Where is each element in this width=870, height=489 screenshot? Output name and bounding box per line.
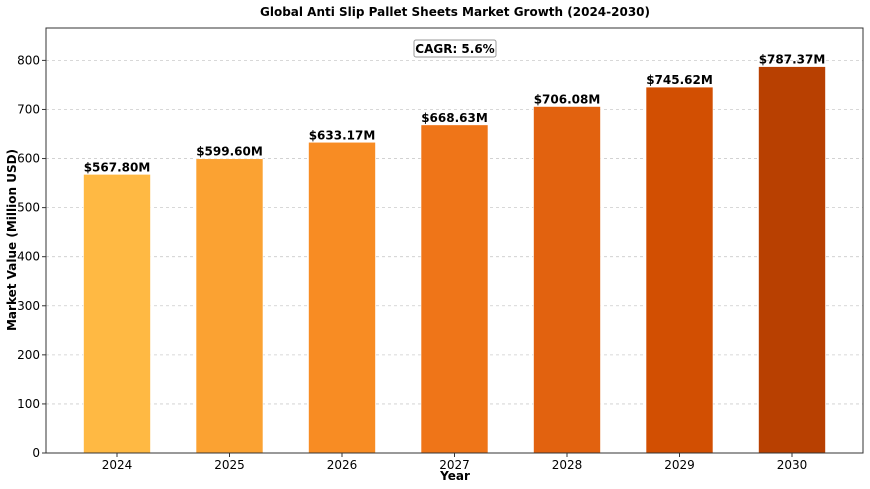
- y-tick-label: 700: [17, 102, 40, 116]
- y-axis: 0 100 200 300 400 500 600 700 800: [17, 53, 46, 460]
- y-tick-label: 100: [17, 397, 40, 411]
- y-tick-label: 500: [17, 201, 40, 215]
- data-labels: $567.80M $599.60M $633.17M $668.63M $706.08M…: [84, 53, 826, 175]
- x-tick-label: 2024: [102, 458, 133, 472]
- bar-2027: [420, 124, 489, 454]
- y-tick-label: 0: [32, 446, 40, 460]
- data-label-2028: $706.08M: [534, 92, 601, 106]
- chart-title: Global Anti Slip Pallet Sheets Market Gr…: [260, 5, 650, 19]
- x-axis: 2024 2025 2026 2027 2028 2029 2030: [102, 453, 808, 472]
- data-label-2029: $745.62M: [646, 73, 713, 87]
- x-tick-label: 2029: [664, 458, 695, 472]
- bar-2030: [758, 66, 826, 454]
- y-tick-label: 800: [17, 53, 40, 67]
- cagr-box: [413, 39, 497, 58]
- data-label-2024: $567.80M: [84, 160, 151, 174]
- y-axis-label: Market Value (Million USD): [5, 149, 19, 331]
- x-tick-label: 2030: [777, 458, 808, 472]
- data-label-2026: $633.17M: [309, 128, 376, 142]
- x-axis-label: Year: [439, 469, 470, 483]
- cagr-label: CAGR: 5.6%: [415, 42, 494, 56]
- x-tick-label: 2025: [214, 458, 245, 472]
- y-tick-label: 200: [17, 348, 40, 362]
- bars: [83, 66, 826, 454]
- bar-2024: [83, 174, 151, 454]
- data-label-2027: $668.63M: [421, 111, 488, 125]
- data-label-2025: $599.60M: [196, 145, 263, 159]
- x-tick-label: 2026: [327, 458, 358, 472]
- bar-2028: [533, 106, 601, 454]
- y-tick-label: 600: [17, 152, 40, 166]
- x-tick-label: 2028: [552, 458, 583, 472]
- data-label-2030: $787.37M: [759, 53, 826, 67]
- bar-2025: [195, 158, 264, 454]
- x-tick-label: 2027: [439, 458, 470, 472]
- bar-2029: [645, 86, 714, 454]
- cagr-annotation: CAGR: 5.6%: [413, 39, 497, 58]
- y-tick-label: 300: [17, 299, 40, 313]
- y-tick-label: 400: [17, 250, 40, 264]
- bar-2026: [308, 141, 376, 454]
